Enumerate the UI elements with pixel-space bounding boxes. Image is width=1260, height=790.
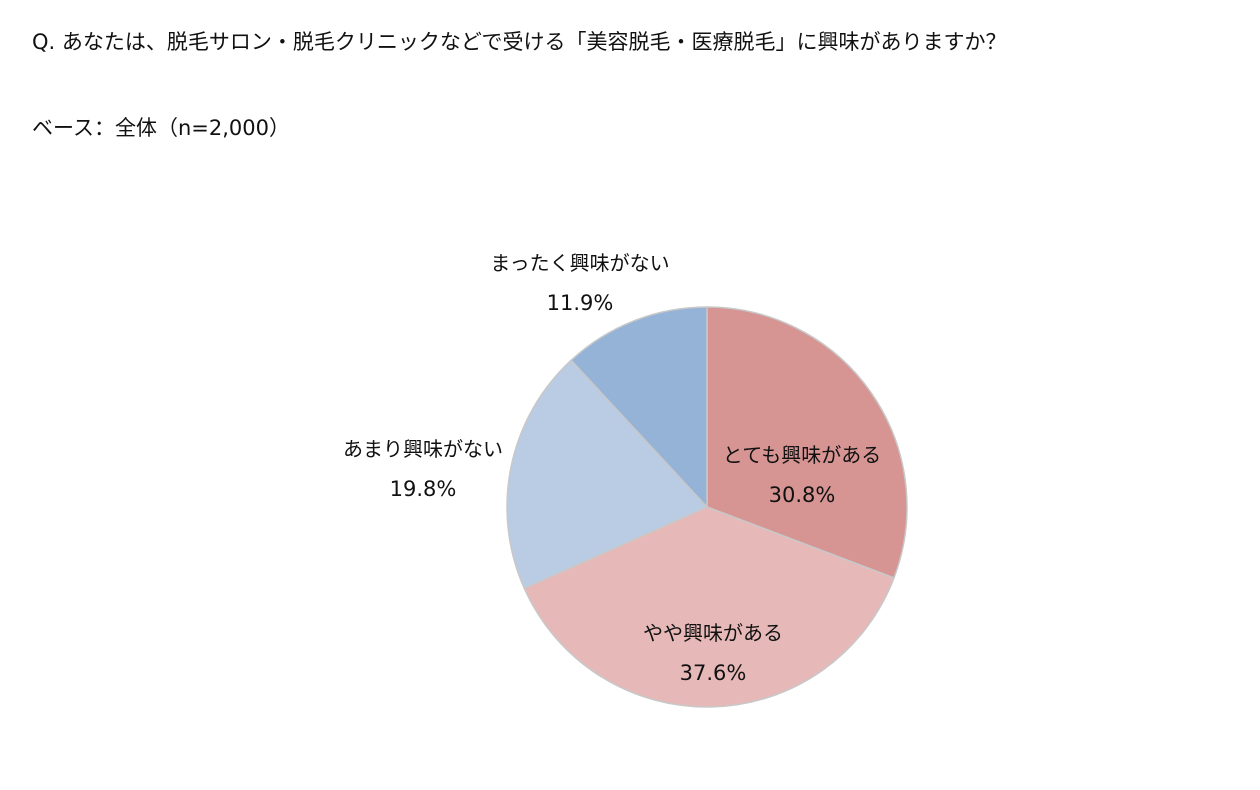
slice-label-3: あまり興味がない (343, 437, 503, 461)
pie-slice-3 (506, 359, 709, 590)
slice-label-2: やや興味がある (643, 621, 783, 645)
pie-slice-2 (523, 506, 895, 708)
pie-slice-1 (706, 306, 908, 579)
base-note: ベース：全体（n=2,000） (32, 116, 290, 140)
slice-label-4: まったく興味がない (490, 251, 669, 275)
slice-value-1: 30.8% (769, 483, 836, 507)
slice-value-4: 11.9% (547, 291, 614, 315)
slice-value-2: 37.6% (680, 661, 747, 685)
slice-label-1: とても興味がある (723, 443, 881, 467)
question-title: Q. あなたは、脱毛サロン・脱毛クリニックなどで受ける「美容脱毛・医療脱毛」に興… (32, 30, 1007, 54)
slice-value-3: 19.8% (390, 477, 457, 501)
pie-slice-4 (570, 306, 708, 509)
